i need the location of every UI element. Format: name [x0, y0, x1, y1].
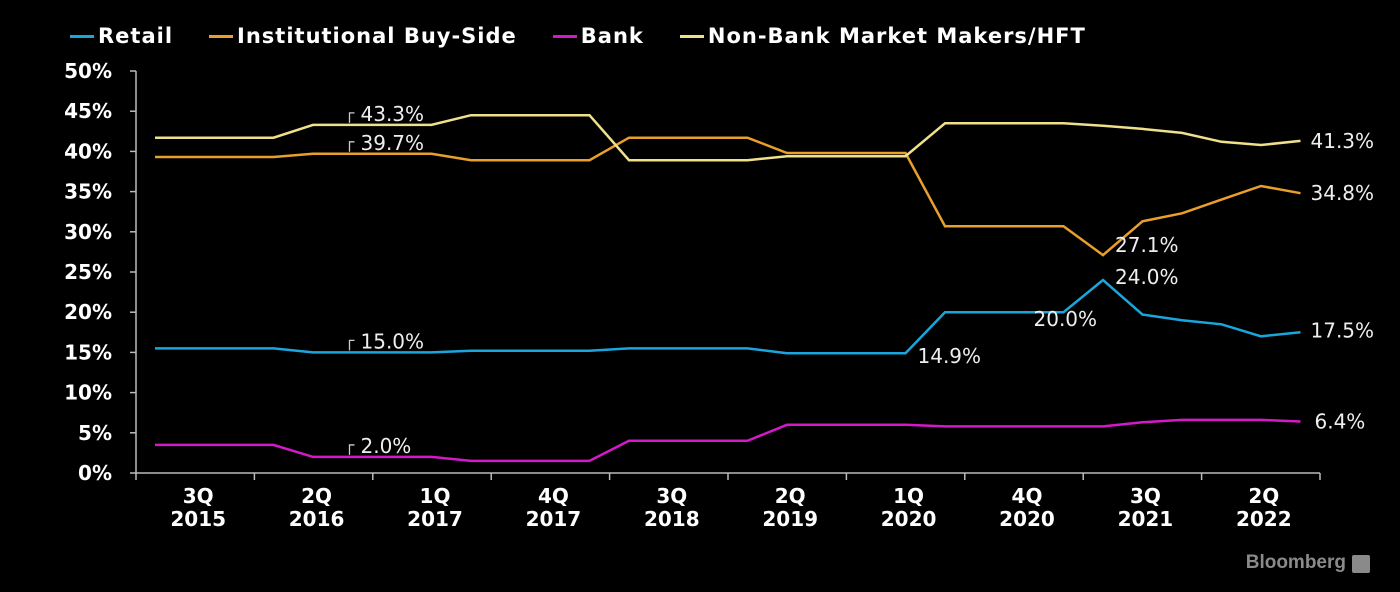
data-label: 6.4%: [1315, 410, 1366, 434]
legend-item-retail: Retail: [70, 24, 173, 48]
data-label: 24.0%: [1115, 265, 1179, 289]
legend-label-retail: Retail: [98, 24, 174, 48]
x-tick-label-quarter: 3Q: [656, 484, 687, 508]
x-tick-label-year: 2015: [170, 507, 226, 531]
x-tick-label-quarter: 3Q: [1130, 484, 1161, 508]
x-tick-label-year: 2016: [289, 507, 345, 531]
legend-label-bank: Bank: [580, 24, 644, 48]
data-label: 20.0%: [1034, 307, 1098, 331]
x-tick-label-year: 2020: [999, 507, 1055, 531]
x-tick-label-year: 2018: [644, 507, 700, 531]
bloomberg-logo: Bloomberg: [1245, 552, 1346, 573]
y-tick-label: 50%: [64, 59, 112, 83]
x-tick-label-year: 2017: [526, 507, 582, 531]
annotation-bracket: [348, 141, 355, 152]
x-tick-label-quarter: 2Q: [775, 484, 806, 508]
y-tick-label: 45%: [64, 99, 112, 123]
annotation-bracket: [348, 444, 355, 455]
y-tick-label: 30%: [64, 220, 112, 244]
legend-label-nonbank: Non-Bank Market Makers/HFT: [707, 24, 1086, 48]
series-line-non-bank-market-makers-hft: [155, 113, 1301, 162]
y-tick-label: 40%: [64, 139, 112, 163]
x-tick-label-year: 2017: [407, 507, 463, 531]
x-tick-label-year: 2020: [881, 507, 937, 531]
x-tick-label-quarter: 4Q: [538, 484, 569, 508]
data-label: 34.8%: [1311, 181, 1375, 205]
annotation-bracket: [348, 112, 355, 123]
x-tick-label-quarter: 1Q: [893, 484, 924, 508]
legend-swatch-bank: [552, 34, 577, 38]
x-tick-label-quarter: 2Q: [1248, 484, 1279, 508]
data-label: 43.3%: [361, 102, 425, 126]
data-label: 15.0%: [361, 329, 425, 353]
x-tick-label-quarter: 4Q: [1012, 484, 1043, 508]
legend-item-institutional: Institutional Buy-Side: [209, 24, 517, 48]
y-tick-label: 5%: [78, 421, 112, 445]
series-line-institutional-buy-side: [155, 136, 1301, 257]
x-tick-label-quarter: 3Q: [183, 484, 214, 508]
x-tick-label-quarter: 2Q: [301, 484, 332, 508]
data-label: 2.0%: [361, 434, 412, 458]
x-tick-label-year: 2021: [1118, 507, 1174, 531]
y-tick-label: 20%: [64, 300, 112, 324]
y-tick-label: 35%: [64, 180, 112, 204]
legend-item-bank: Bank: [552, 24, 644, 48]
data-label: 39.7%: [361, 131, 425, 155]
data-label: 14.9%: [918, 344, 982, 368]
x-tick-label-year: 2022: [1236, 507, 1292, 531]
annotation-bracket: [348, 339, 355, 351]
legend-swatch-retail: [70, 34, 94, 38]
y-tick-label: 0%: [78, 461, 112, 485]
y-tick-label: 10%: [64, 381, 112, 405]
x-tick-label-quarter: 1Q: [420, 484, 451, 508]
x-tick-label-year: 2019: [762, 507, 818, 531]
legend-swatch-institutional: [209, 34, 234, 38]
legend-label-institutional: Institutional Buy-Side: [237, 24, 517, 48]
bloomberg-logo-icon: [1352, 555, 1370, 573]
series-line-bank: [155, 418, 1301, 463]
data-label: 27.1%: [1115, 233, 1179, 257]
y-tick-label: 25%: [64, 260, 112, 284]
y-tick-label: 15%: [64, 340, 112, 364]
legend-swatch-nonbank: [679, 34, 704, 38]
legend: Retail Institutional Buy-Side Bank Non-B…: [70, 22, 1086, 50]
data-label: 17.5%: [1311, 318, 1375, 342]
data-label: 41.3%: [1311, 129, 1375, 153]
series-line-retail: [155, 278, 1301, 355]
legend-item-nonbank: Non-Bank Market Makers/HFT: [679, 24, 1086, 48]
